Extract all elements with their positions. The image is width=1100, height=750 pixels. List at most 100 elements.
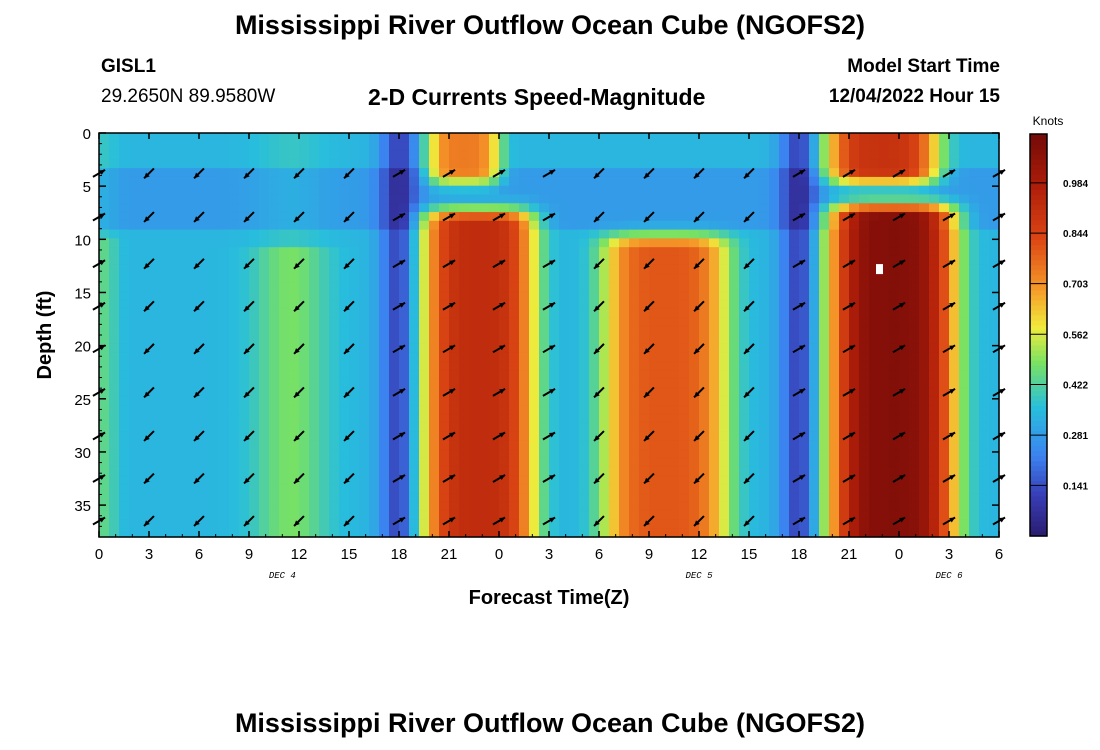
heatmap-cell	[319, 370, 330, 380]
heatmap-cell	[109, 264, 120, 275]
current-arrow	[442, 474, 456, 483]
heatmap-cell	[169, 273, 180, 283]
x-tick-label: 9	[245, 546, 253, 563]
colorbar-swatch	[1030, 169, 1047, 175]
heatmap-cell	[789, 194, 800, 204]
heatmap-cell	[279, 247, 290, 257]
x-tick-label: 3	[145, 546, 153, 563]
heatmap-cell	[229, 528, 240, 538]
heatmap-cell	[419, 194, 430, 204]
colorbar-tick-label: 0.141	[1063, 481, 1088, 492]
heatmap-cell	[529, 493, 540, 503]
heatmap-cell	[349, 326, 360, 336]
heatmap-cell	[559, 466, 570, 477]
heatmap-cell	[939, 133, 950, 143]
heatmap-cell	[479, 133, 490, 143]
heatmap-cell	[319, 317, 330, 327]
heatmap-cell	[719, 475, 730, 485]
heatmap-cell	[869, 299, 880, 310]
heatmap-cell	[139, 176, 150, 187]
heatmap-cell	[159, 431, 170, 441]
current-arrow	[743, 211, 755, 223]
heatmap-cell	[759, 528, 770, 538]
heatmap-cell	[359, 370, 370, 380]
heatmap-cell	[719, 466, 730, 477]
heatmap-cell	[579, 247, 590, 257]
heatmap-cell	[409, 264, 420, 275]
heatmap-cell	[479, 141, 490, 152]
heatmap-cell	[619, 510, 630, 521]
heatmap-cell	[239, 150, 250, 160]
heatmap-cell	[439, 484, 450, 494]
heatmap-cell	[469, 133, 480, 143]
heatmap-cell	[629, 317, 640, 327]
heatmap-cell	[899, 387, 910, 398]
heatmap-cell	[519, 519, 530, 529]
heatmap-cell	[269, 150, 280, 160]
heatmap-cell	[359, 212, 370, 222]
heatmap-cell	[329, 203, 340, 213]
heatmap-cell	[969, 133, 980, 143]
current-arrow	[842, 388, 856, 397]
heatmap-cell	[329, 440, 340, 450]
heatmap-cell	[189, 414, 200, 424]
heatmap-cell	[949, 194, 960, 204]
heatmap-cell	[659, 440, 670, 450]
heatmap-cell	[249, 422, 260, 433]
heatmap-cell	[169, 229, 180, 239]
heatmap-cell	[529, 229, 540, 239]
current-arrow	[143, 211, 155, 223]
heatmap-cell	[199, 185, 210, 196]
colorbar-swatch	[1030, 214, 1047, 221]
heatmap-cell	[889, 326, 900, 336]
heatmap-cell	[759, 220, 770, 231]
heatmap-cell	[589, 335, 600, 345]
heatmap-cell	[169, 326, 180, 336]
heatmap-cell	[109, 378, 120, 389]
heatmap-cell	[359, 247, 370, 257]
heatmap-cell	[449, 212, 460, 222]
heatmap-cell	[889, 405, 900, 415]
heatmap-cell	[959, 440, 970, 450]
heatmap-cell	[299, 519, 310, 529]
heatmap-cell	[979, 405, 990, 415]
heatmap-cell	[919, 238, 930, 248]
heatmap-cell	[909, 159, 920, 169]
heatmap-cell	[389, 440, 400, 450]
heatmap-cell	[699, 422, 710, 433]
heatmap-cell	[439, 150, 450, 160]
heatmap-cell	[439, 414, 450, 424]
heatmap-cell	[749, 405, 760, 415]
heatmap-cell	[599, 317, 610, 327]
heatmap-cell	[269, 220, 280, 231]
heatmap-cell	[229, 457, 240, 468]
heatmap-cell	[539, 141, 550, 152]
heatmap-cell	[839, 528, 850, 538]
heatmap-cell	[829, 326, 840, 336]
heatmap-cell	[739, 405, 750, 415]
current-arrow	[143, 258, 155, 270]
heatmap-cell	[969, 387, 980, 398]
heatmap-cell	[409, 352, 420, 362]
heatmap-cell	[309, 264, 320, 275]
heatmap-cell	[239, 133, 250, 143]
heatmap-cell	[679, 238, 690, 248]
heatmap-cell	[489, 528, 500, 538]
heatmap-cell	[499, 361, 510, 371]
heatmap-cell	[509, 203, 520, 213]
heatmap-cell	[249, 317, 260, 327]
heatmap-cell	[369, 370, 380, 380]
heatmap-cell	[319, 449, 330, 459]
heatmap-cell	[329, 335, 340, 345]
heatmap-cell	[769, 150, 780, 160]
heatmap-cell	[989, 387, 1000, 398]
heatmap-cell	[229, 168, 240, 178]
heatmap-cell	[259, 299, 270, 310]
heatmap-cell	[639, 352, 650, 362]
heatmap-cell	[579, 299, 590, 310]
heatmap-cell	[419, 396, 430, 406]
heatmap-cell	[189, 282, 200, 292]
heatmap-cell	[409, 168, 420, 178]
current-arrow	[593, 211, 605, 223]
heatmap-cell	[929, 370, 940, 380]
